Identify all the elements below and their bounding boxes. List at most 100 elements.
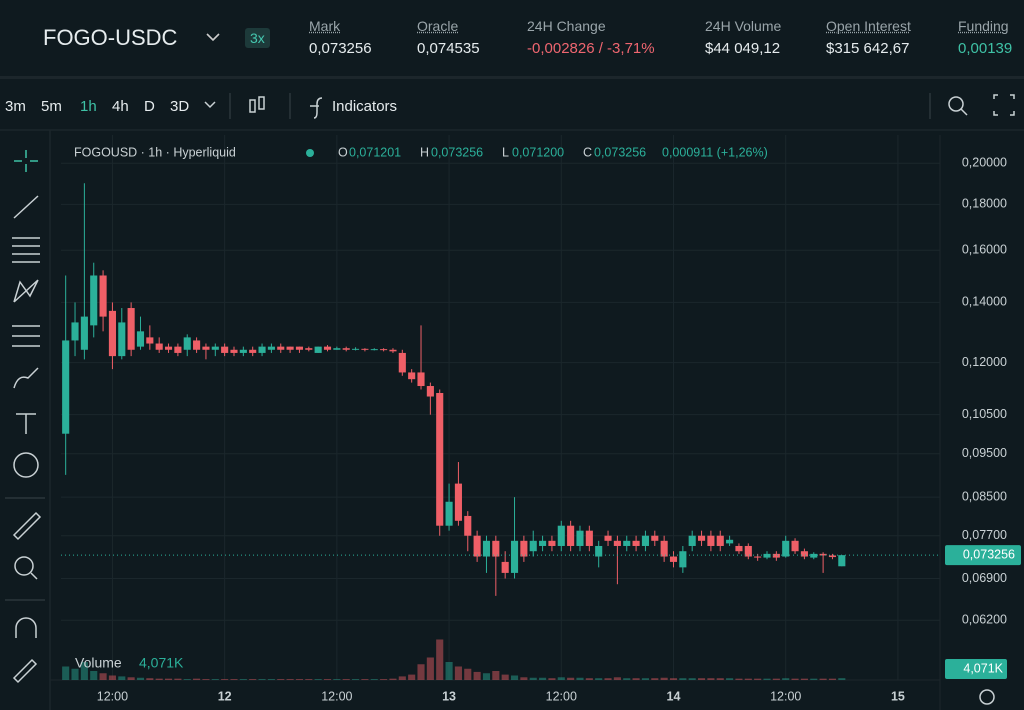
volume-bar bbox=[361, 679, 369, 680]
indicators-button[interactable]: Indicators bbox=[332, 98, 398, 115]
candle-body bbox=[118, 322, 126, 357]
volume-bar bbox=[174, 678, 182, 680]
volume-bar bbox=[62, 666, 70, 680]
zoom-tool[interactable] bbox=[30, 572, 38, 580]
candle-body bbox=[426, 386, 434, 397]
candle-body bbox=[193, 340, 201, 350]
leverage-badge[interactable]: 3x bbox=[245, 28, 270, 48]
volume-bar bbox=[277, 679, 285, 680]
candle-body bbox=[258, 346, 266, 353]
volume-bar bbox=[342, 679, 350, 680]
volume-bar bbox=[127, 677, 135, 680]
y-tick-label: 0,06900 bbox=[962, 571, 1007, 585]
crosshair-tool[interactable] bbox=[14, 150, 38, 172]
projection-tool[interactable] bbox=[12, 325, 40, 347]
symbol-label: FOGOUSD · 1h · Hyperliquid bbox=[74, 145, 236, 159]
volume-bar bbox=[352, 679, 360, 680]
candle-body bbox=[277, 346, 285, 350]
interval[interactable]: 3m bbox=[5, 98, 26, 115]
fib-tool[interactable] bbox=[12, 237, 40, 263]
candle-body bbox=[361, 348, 369, 350]
brush-tool[interactable] bbox=[13, 367, 39, 389]
volume-bar bbox=[660, 677, 668, 680]
fx-icon[interactable] bbox=[310, 97, 323, 119]
volume-bar bbox=[108, 675, 116, 680]
fullscreen-icon[interactable] bbox=[993, 94, 1015, 116]
candle-body bbox=[174, 346, 182, 353]
candle-body bbox=[454, 483, 462, 521]
interval[interactable]: D bbox=[144, 98, 155, 115]
volume-bar bbox=[164, 678, 173, 680]
volume-bar bbox=[492, 671, 500, 680]
pair-name[interactable]: FOGO-USDC bbox=[43, 25, 178, 50]
candle-body bbox=[370, 349, 378, 351]
emoji-tool[interactable] bbox=[13, 452, 39, 478]
ohlc-value: 0,071201 bbox=[349, 145, 401, 159]
volume-bar bbox=[202, 679, 210, 680]
x-tick-label: 15 bbox=[891, 689, 905, 703]
volume-bar bbox=[726, 678, 734, 680]
candle-body bbox=[352, 348, 360, 350]
interval[interactable]: 4h bbox=[112, 98, 129, 115]
interval[interactable]: 3D bbox=[170, 98, 190, 115]
candle-body bbox=[202, 346, 210, 350]
candle-body bbox=[80, 316, 88, 350]
candle-body bbox=[99, 275, 107, 317]
settings-icon[interactable] bbox=[979, 689, 995, 705]
candle-body bbox=[155, 343, 163, 350]
candle-body bbox=[136, 331, 145, 347]
volume-bar bbox=[398, 676, 406, 680]
candle-body bbox=[632, 540, 640, 546]
volume-bar bbox=[716, 678, 724, 680]
candle-body bbox=[492, 540, 500, 557]
volume-bar bbox=[763, 678, 771, 680]
volume-tag bbox=[945, 659, 1007, 679]
volume-tag-label: 4,071K bbox=[963, 661, 1003, 675]
volume-bar bbox=[810, 678, 818, 680]
stat-value: $44 049,12 bbox=[705, 40, 781, 57]
x-tick-label: 13 bbox=[442, 689, 456, 703]
interval-menu[interactable] bbox=[204, 101, 216, 109]
candle-body bbox=[127, 308, 135, 350]
text-tool[interactable] bbox=[16, 413, 36, 434]
candle-body bbox=[482, 540, 491, 557]
volume-value: 4,071K bbox=[139, 655, 184, 671]
magnet-tool[interactable] bbox=[15, 617, 37, 638]
volume-bar bbox=[520, 677, 528, 680]
volume-bar bbox=[118, 676, 126, 680]
volume-bar bbox=[305, 679, 313, 680]
volume-bar bbox=[286, 679, 294, 680]
market-header: FOGO-USDC 3x Mark 0,073256 Oracle 0,074535… bbox=[0, 0, 1024, 79]
stat: Oracle 0,074535 bbox=[417, 18, 480, 57]
candle-body bbox=[595, 545, 603, 557]
chevron[interactable] bbox=[206, 32, 220, 42]
snapshot-icon[interactable] bbox=[960, 108, 968, 116]
candle-body bbox=[688, 535, 696, 546]
candle-body bbox=[567, 525, 575, 546]
interval[interactable]: 5m bbox=[41, 98, 62, 115]
volume-bar bbox=[651, 678, 659, 680]
candle-body bbox=[697, 535, 706, 541]
volume-bar bbox=[482, 673, 491, 680]
pattern-tool[interactable] bbox=[13, 279, 39, 303]
candle-body bbox=[791, 540, 799, 552]
lock-tool[interactable] bbox=[12, 658, 38, 684]
candle-icon[interactable] bbox=[249, 99, 256, 113]
interval[interactable]: 1h bbox=[80, 98, 97, 115]
line-tool[interactable] bbox=[13, 195, 39, 219]
stat-value: 0,073256 bbox=[309, 40, 372, 57]
ohlc-value: 0,073256 bbox=[431, 145, 483, 159]
volume-bar bbox=[688, 678, 696, 680]
volume-bar bbox=[595, 678, 603, 680]
volume-bar bbox=[838, 678, 846, 680]
candle-body bbox=[669, 556, 678, 562]
zoom-tool[interactable] bbox=[14, 556, 34, 576]
y-tick-label: 0,06200 bbox=[962, 613, 1007, 627]
ohlc-value: 0,071200 bbox=[512, 145, 564, 159]
candle-body bbox=[445, 501, 453, 526]
ruler-tool[interactable] bbox=[12, 511, 42, 541]
candle-icon[interactable] bbox=[258, 96, 265, 110]
snapshot-icon[interactable] bbox=[948, 96, 964, 112]
candle-body bbox=[726, 539, 734, 544]
